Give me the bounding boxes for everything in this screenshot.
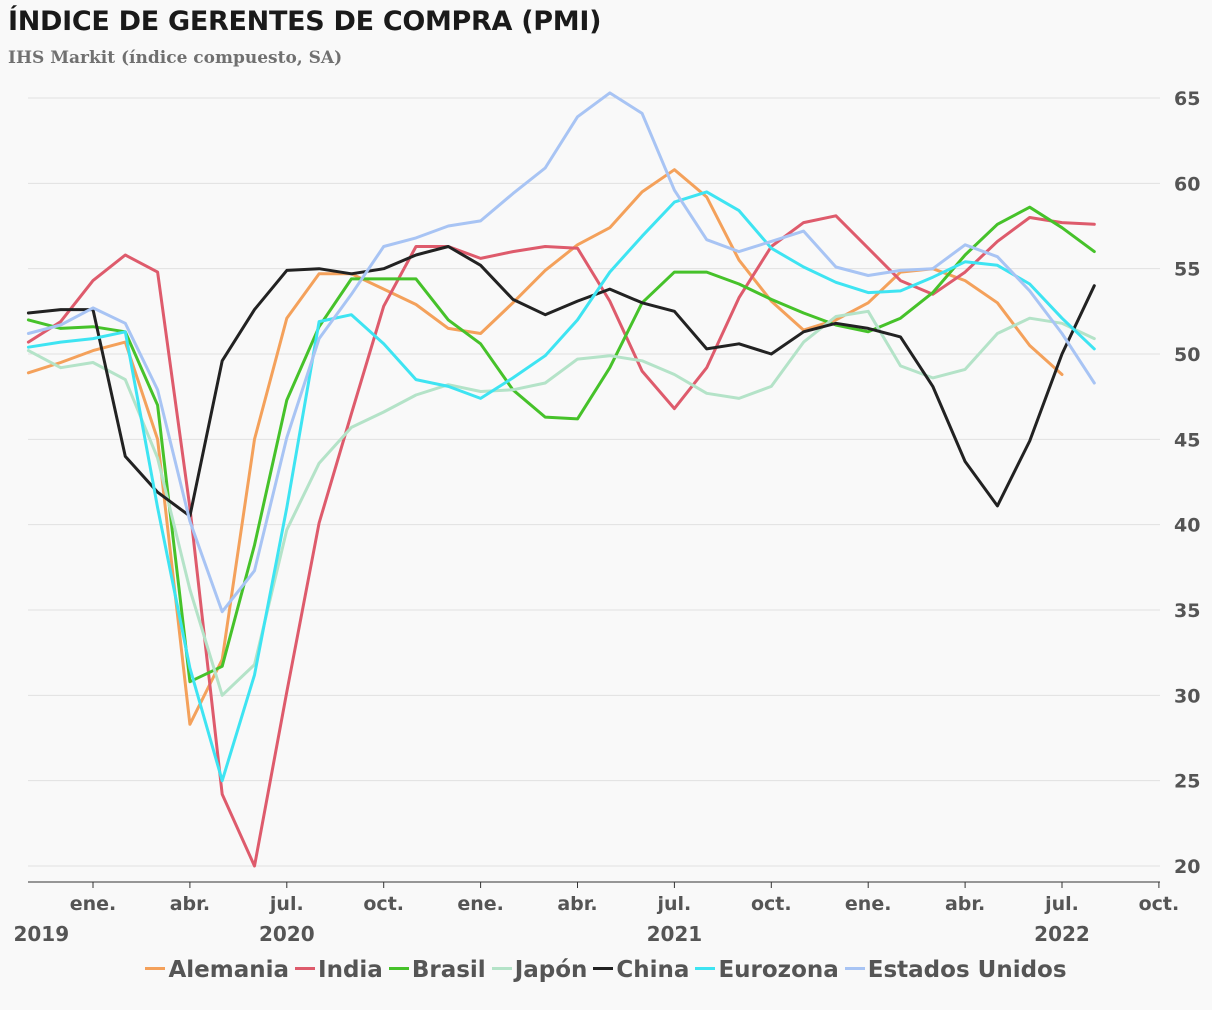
y-tick-label: 50: [1174, 344, 1200, 366]
legend-swatch: [145, 967, 166, 970]
legend-item-brasil: Brasil: [388, 957, 486, 983]
series-line-india: [26, 214, 1096, 868]
legend-swatch: [593, 967, 614, 970]
legend-label: Japón: [514, 957, 588, 983]
y-tick-label: 40: [1174, 515, 1200, 537]
series-line-estados-unidos: [26, 91, 1096, 614]
y-tick-label: 55: [1174, 259, 1200, 281]
series-line-china: [26, 245, 1096, 518]
legend-swatch: [491, 967, 512, 970]
x-tick-label: ene.: [845, 893, 892, 915]
legend-swatch: [844, 967, 865, 970]
series-line-japon: [26, 309, 1096, 697]
x-tick-label: abr.: [945, 893, 985, 915]
year-label: 2022: [1034, 922, 1090, 946]
chart-subtitle: IHS Markit (índice compuesto, SA): [8, 48, 343, 68]
series-line-eurozona: [26, 190, 1096, 783]
year-label: 2019: [13, 922, 69, 946]
x-tick-label: jul.: [1044, 893, 1079, 915]
x-tick-label: abr.: [170, 893, 210, 915]
y-tick-label: 35: [1174, 600, 1200, 622]
y-tick-label: 60: [1174, 173, 1200, 195]
legend-item-japon: Japón: [491, 957, 588, 983]
x-tick-label: jul.: [269, 893, 304, 915]
year-label: 2020: [259, 922, 315, 946]
legend-swatch: [295, 967, 316, 970]
x-tick-label: ene.: [70, 893, 117, 915]
legend-label: China: [616, 957, 690, 983]
legend-item-estados-unidos: Estados Unidos: [844, 957, 1067, 983]
legend-label: Eurozona: [718, 957, 839, 983]
x-tick-label: jul.: [657, 893, 692, 915]
legend: Alemania India Brasil Japón China Eurozona Est…: [0, 957, 1212, 983]
legend-label: India: [318, 957, 383, 983]
y-tick-label: 65: [1174, 88, 1200, 110]
x-tick-label: oct.: [363, 893, 404, 915]
legend-label: Alemania: [168, 957, 290, 983]
y-tick-label: 25: [1174, 771, 1200, 793]
x-axis: ene. abr. jul. oct. ene. abr. jul. oct. ene. abr.…: [13, 881, 1180, 946]
chart-title: ÍNDICE DE GERENTES DE COMPRA (PMI): [8, 6, 602, 37]
gridlines: [28, 97, 1160, 867]
legend-label: Estados Unidos: [867, 957, 1067, 983]
x-tick-label: ene.: [457, 893, 504, 915]
legend-item-eurozona: Eurozona: [695, 957, 839, 983]
legend-item-india: India: [295, 957, 383, 983]
legend-swatch: [695, 967, 716, 970]
x-tick-label: abr.: [557, 893, 597, 915]
legend-item-alemania: Alemania: [145, 957, 289, 983]
y-tick-label: 20: [1174, 856, 1200, 878]
series-lines: [26, 91, 1096, 868]
x-tick-label: oct.: [751, 893, 792, 915]
year-label: 2021: [647, 922, 703, 946]
y-axis-ticks: 20 25 30 35 40 45 50 55 60 65: [1174, 88, 1200, 878]
legend-item-china: China: [593, 957, 689, 983]
legend-swatch: [388, 967, 409, 970]
y-tick-label: 30: [1174, 685, 1200, 707]
series-line-brasil: [26, 205, 1096, 684]
legend-label: Brasil: [411, 957, 486, 983]
x-tick-label: oct.: [1139, 893, 1180, 915]
y-tick-label: 45: [1174, 429, 1200, 451]
